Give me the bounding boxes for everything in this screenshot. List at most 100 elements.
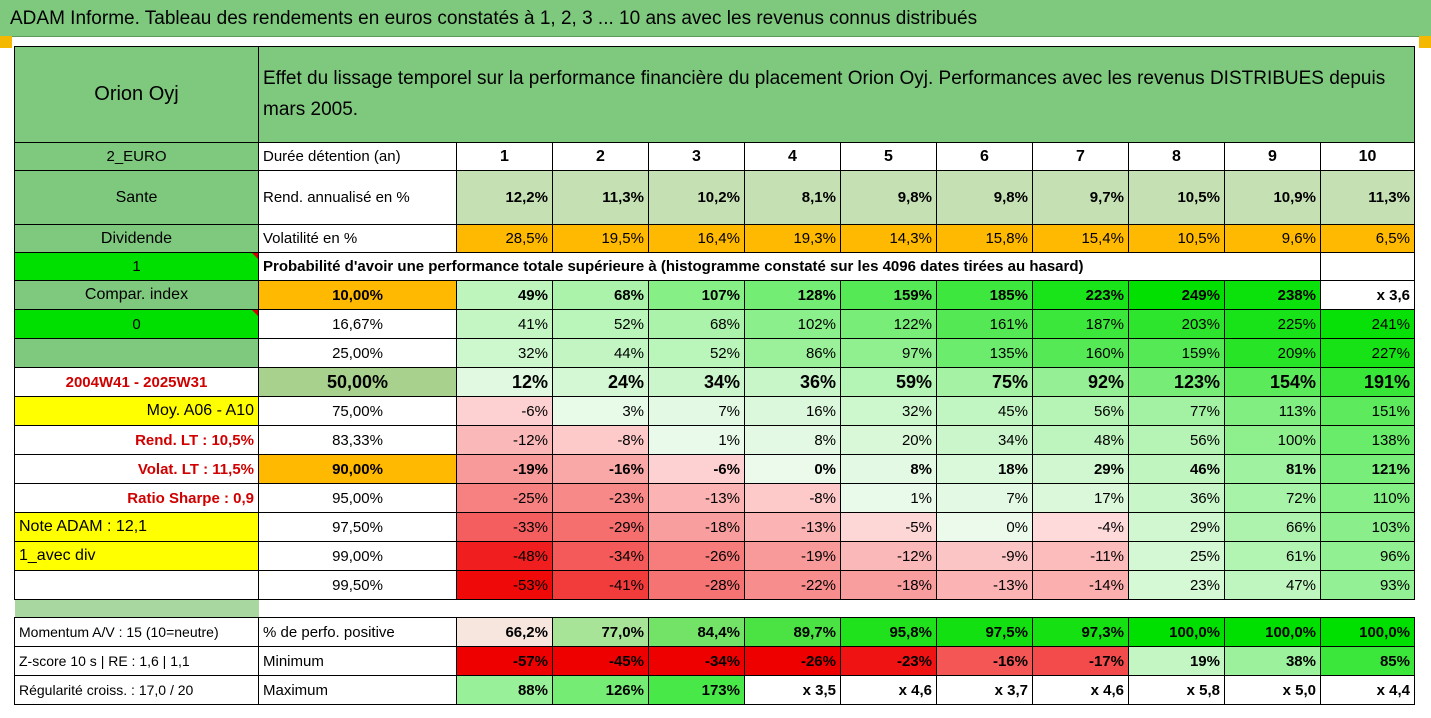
blank-cell bbox=[14, 570, 259, 600]
performance-cell: 86% bbox=[744, 338, 841, 368]
performance-cell: 93% bbox=[1320, 570, 1415, 600]
performance-cell: 52% bbox=[552, 309, 649, 339]
performance-cell: 96% bbox=[1320, 541, 1415, 571]
rend-value: 8,1% bbox=[744, 170, 841, 225]
performance-cell: -6% bbox=[456, 396, 553, 426]
positive-share-value: 97,5% bbox=[936, 617, 1033, 647]
performance-cell: 203% bbox=[1128, 309, 1225, 339]
volat-value: 9,6% bbox=[1224, 224, 1321, 253]
performance-cell: 92% bbox=[1032, 367, 1129, 397]
separator-row bbox=[258, 599, 1415, 618]
minimum-value: -16% bbox=[936, 646, 1033, 676]
performance-cell: 56% bbox=[1032, 396, 1129, 426]
performance-cell: -19% bbox=[456, 454, 553, 484]
year-header: 8 bbox=[1128, 142, 1225, 171]
performance-cell: 161% bbox=[936, 309, 1033, 339]
volat-value: 16,4% bbox=[648, 224, 745, 253]
minimum-value: -57% bbox=[456, 646, 553, 676]
rend-lt-cell: Rend. LT : 10,5% bbox=[14, 425, 259, 455]
performance-cell: -28% bbox=[648, 570, 745, 600]
positive-share-value: 100,0% bbox=[1320, 617, 1415, 647]
performance-cell: 75% bbox=[936, 367, 1033, 397]
probability-threshold: 90,00% bbox=[258, 454, 457, 484]
volat-lt-cell: Volat. LT : 11,5% bbox=[14, 454, 259, 484]
rend-value: 10,5% bbox=[1128, 170, 1225, 225]
performance-cell: -18% bbox=[840, 570, 937, 600]
performance-cell: 77% bbox=[1128, 396, 1225, 426]
performance-table: Orion Oyj Effet du lissage temporel sur … bbox=[14, 46, 1415, 705]
rend-value: 9,7% bbox=[1032, 170, 1129, 225]
performance-cell: 1% bbox=[648, 425, 745, 455]
performance-cell: 25% bbox=[1128, 541, 1225, 571]
flag-zero-cell: 0 bbox=[14, 309, 259, 339]
minimum-value: -17% bbox=[1032, 646, 1129, 676]
volat-value: 15,4% bbox=[1032, 224, 1129, 253]
performance-cell: 123% bbox=[1128, 367, 1225, 397]
performance-cell: 3% bbox=[552, 396, 649, 426]
performance-cell: 49% bbox=[456, 280, 553, 310]
maximum-value: x 5,8 bbox=[1128, 675, 1225, 705]
performance-cell: 20% bbox=[840, 425, 937, 455]
volat-value: 14,3% bbox=[840, 224, 937, 253]
performance-cell: 29% bbox=[1128, 512, 1225, 542]
volat-value: 6,5% bbox=[1320, 224, 1415, 253]
volat-lt-text: Volat. LT : 11,5% bbox=[137, 460, 254, 478]
probability-threshold: 99,50% bbox=[258, 570, 457, 600]
performance-cell: 135% bbox=[936, 338, 1033, 368]
maximum-value: x 4,4 bbox=[1320, 675, 1415, 705]
positive-share-value: 100,0% bbox=[1128, 617, 1225, 647]
maximum-value: x 3,7 bbox=[936, 675, 1033, 705]
div-cell: 1_avec div bbox=[14, 541, 259, 571]
probability-heading: Probabilité d'avoir une performance tota… bbox=[258, 252, 1225, 281]
maximum-value: 173% bbox=[648, 675, 745, 705]
performance-cell: -9% bbox=[936, 541, 1033, 571]
performance-cell: 66% bbox=[1224, 512, 1321, 542]
performance-cell: -8% bbox=[744, 483, 841, 513]
performance-cell: -23% bbox=[552, 483, 649, 513]
performance-cell: 227% bbox=[1320, 338, 1415, 368]
performance-cell: 45% bbox=[936, 396, 1033, 426]
rend-value: 12,2% bbox=[456, 170, 553, 225]
rend-value: 11,3% bbox=[1320, 170, 1415, 225]
performance-cell: 59% bbox=[840, 367, 937, 397]
year-header: 9 bbox=[1224, 142, 1321, 171]
performance-cell: 187% bbox=[1032, 309, 1129, 339]
dividend-cell: Dividende bbox=[14, 224, 259, 253]
performance-cell: 0% bbox=[744, 454, 841, 484]
rend-value: 11,3% bbox=[552, 170, 649, 225]
year-header: 6 bbox=[936, 142, 1033, 171]
period-text: 2004W41 - 2025W31 bbox=[65, 373, 208, 391]
performance-cell: -4% bbox=[1032, 512, 1129, 542]
asset-name: Orion Oyj bbox=[14, 46, 259, 143]
performance-cell: x 3,6 bbox=[1320, 280, 1415, 310]
volat-label: Volatilité en % bbox=[258, 224, 457, 253]
performance-cell: 100% bbox=[1224, 425, 1321, 455]
performance-cell: -53% bbox=[456, 570, 553, 600]
probability-threshold: 10,00% bbox=[258, 280, 457, 310]
period-cell: 2004W41 - 2025W31 bbox=[14, 367, 259, 397]
performance-cell: 122% bbox=[840, 309, 937, 339]
performance-cell: 209% bbox=[1224, 338, 1321, 368]
performance-cell: 185% bbox=[936, 280, 1033, 310]
performance-cell: 18% bbox=[936, 454, 1033, 484]
performance-cell: 72% bbox=[1224, 483, 1321, 513]
performance-cell: -13% bbox=[936, 570, 1033, 600]
performance-cell: 223% bbox=[1032, 280, 1129, 310]
probability-threshold: 95,00% bbox=[258, 483, 457, 513]
performance-cell: 154% bbox=[1224, 367, 1321, 397]
probability-threshold: 25,00% bbox=[258, 338, 457, 368]
performance-cell: 81% bbox=[1224, 454, 1321, 484]
performance-cell: -8% bbox=[552, 425, 649, 455]
positive-share-value: 89,7% bbox=[744, 617, 841, 647]
minimum-value: -45% bbox=[552, 646, 649, 676]
probability-threshold: 99,00% bbox=[258, 541, 457, 571]
compar-index-cell: Compar. index bbox=[14, 280, 259, 310]
performance-cell: 8% bbox=[744, 425, 841, 455]
performance-cell: 29% bbox=[1032, 454, 1129, 484]
sharpe-cell: Ratio Sharpe : 0,9 bbox=[14, 483, 259, 513]
zscore-cell: Z-score 10 s | RE : 1,6 | 1,1 bbox=[14, 646, 259, 676]
minimum-value: -34% bbox=[648, 646, 745, 676]
performance-cell: 24% bbox=[552, 367, 649, 397]
performance-cell: 36% bbox=[744, 367, 841, 397]
